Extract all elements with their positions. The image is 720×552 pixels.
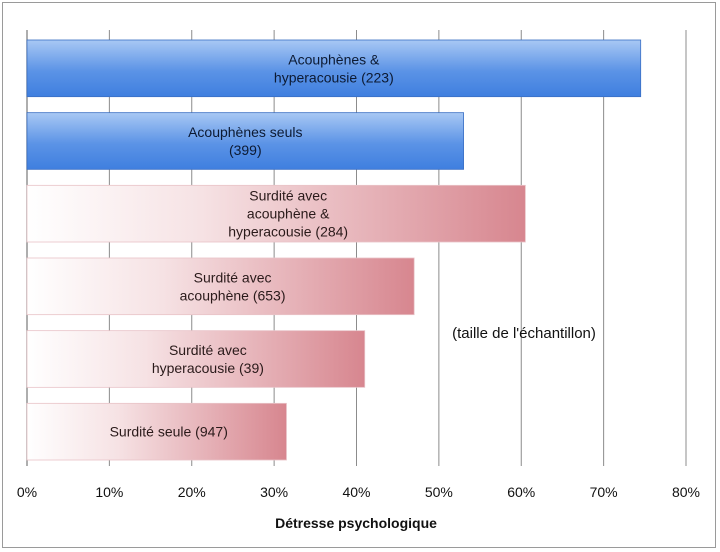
x-tick-label: 0% bbox=[17, 484, 37, 500]
bar bbox=[26, 257, 415, 316]
bar-label: Surdité avec acouphène & hyperacousie (284… bbox=[228, 188, 348, 240]
x-tick-label: 30% bbox=[260, 484, 288, 500]
x-tick-labels: 0% 10% 20% 30% 40% 50% 60% 70% 80% bbox=[17, 484, 700, 500]
bar-label: Acouphènes seuls (399) bbox=[188, 124, 302, 158]
sample-size-annotation: (taille de l'échantillon) bbox=[452, 325, 596, 342]
bar bbox=[26, 184, 526, 243]
x-tick-label: 80% bbox=[672, 484, 700, 500]
bar-label: Surdité seule (947) bbox=[110, 424, 228, 440]
bar bbox=[26, 39, 642, 98]
x-tick-label: 20% bbox=[178, 484, 206, 500]
bar-label: Surdité avec hyperacousie (39) bbox=[152, 342, 264, 376]
x-tick-label: 40% bbox=[342, 484, 370, 500]
x-axis-label: Détresse psychologique bbox=[275, 515, 437, 531]
bar-label: Surdité avec acouphène (653) bbox=[180, 269, 286, 303]
bars bbox=[26, 39, 642, 461]
gridlines bbox=[26, 30, 687, 466]
x-tick-label: 70% bbox=[590, 484, 618, 500]
x-tick-label: 50% bbox=[425, 484, 453, 500]
bar-label: Acouphènes & hyperacousie (223) bbox=[274, 51, 394, 85]
bar bbox=[26, 330, 366, 388]
bar-labels: Acouphènes & hyperacousie (223) Acouphènes… bbox=[110, 51, 394, 439]
bar bbox=[26, 112, 464, 170]
x-tick-label: 10% bbox=[95, 484, 123, 500]
x-tick-label: 60% bbox=[507, 484, 535, 500]
bar bbox=[26, 402, 287, 461]
